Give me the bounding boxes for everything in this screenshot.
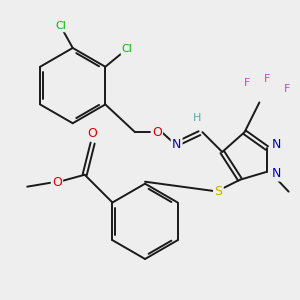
Text: S: S	[214, 185, 222, 198]
Text: F: F	[264, 74, 271, 84]
Text: O: O	[52, 176, 62, 189]
Text: F: F	[284, 84, 290, 94]
Text: O: O	[88, 127, 98, 140]
Text: N: N	[272, 138, 281, 151]
Text: H: H	[193, 113, 202, 123]
Text: F: F	[244, 78, 251, 88]
Text: Cl: Cl	[122, 44, 133, 54]
Text: Cl: Cl	[56, 21, 66, 31]
Text: N: N	[272, 167, 281, 180]
Text: O: O	[152, 126, 162, 139]
Text: N: N	[172, 138, 181, 151]
